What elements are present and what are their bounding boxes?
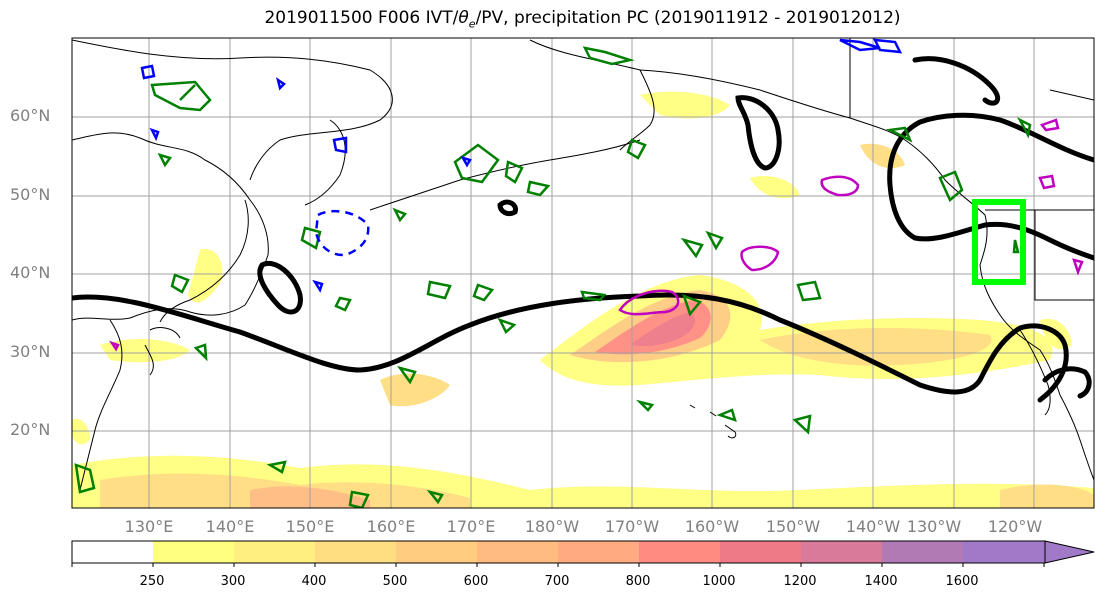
highlight-box	[972, 199, 1026, 285]
lon-label-130E: 130°E	[124, 517, 174, 536]
map-frame	[71, 37, 1095, 509]
lon-label-140W: 140°W	[845, 517, 901, 536]
lon-label-160W: 160°W	[684, 517, 740, 536]
colorbar-tick-label: 400	[301, 574, 327, 589]
lon-label-130W: 130°W	[906, 517, 962, 536]
colorbar-tick-label: 600	[463, 574, 489, 589]
lon-label-170E: 170°E	[446, 517, 496, 536]
lat-label-40N: 40°N	[10, 263, 51, 282]
figure-title: 2019011500 F006 IVT/θe/PV, precipitation…	[264, 8, 901, 31]
map-area	[72, 38, 1094, 508]
lon-label-150W: 150°W	[765, 517, 821, 536]
colorbar-tick-label: 700	[544, 574, 570, 589]
colorbar-tick-label: 500	[382, 574, 408, 589]
lat-label-20N: 20°N	[10, 420, 51, 439]
lat-label-60N: 60°N	[10, 106, 51, 125]
lon-label-120W: 120°W	[987, 517, 1043, 536]
colorbar-tick-label: 800	[625, 574, 651, 589]
theta-e-contours	[72, 56, 1094, 403]
lon-label-150E: 150°E	[285, 517, 335, 536]
lat-label-30N: 30°N	[10, 342, 51, 361]
colorbar-tick-label: 300	[220, 574, 246, 589]
colorbar-tick-label: 250	[139, 574, 165, 589]
lat-label-50N: 50°N	[10, 185, 51, 204]
coastlines	[72, 38, 1094, 491]
ivt-high-contours	[108, 118, 1084, 352]
pv-negative-contours	[140, 38, 903, 293]
colorbar-tick-label: 1200	[783, 574, 817, 589]
pv-positive-contours	[74, 46, 1032, 508]
lon-label-160E: 160°E	[366, 517, 416, 536]
colorbar-tick-label: 1600	[945, 574, 979, 589]
lon-label-180W: 180°W	[524, 517, 580, 536]
lon-label-170W: 170°W	[604, 517, 660, 536]
lon-label-140E: 140°E	[205, 517, 255, 536]
map-gridlines	[72, 38, 1094, 508]
colorbar-tick-label: 1000	[702, 574, 736, 589]
colorbar-tick-label: 1400	[864, 574, 898, 589]
